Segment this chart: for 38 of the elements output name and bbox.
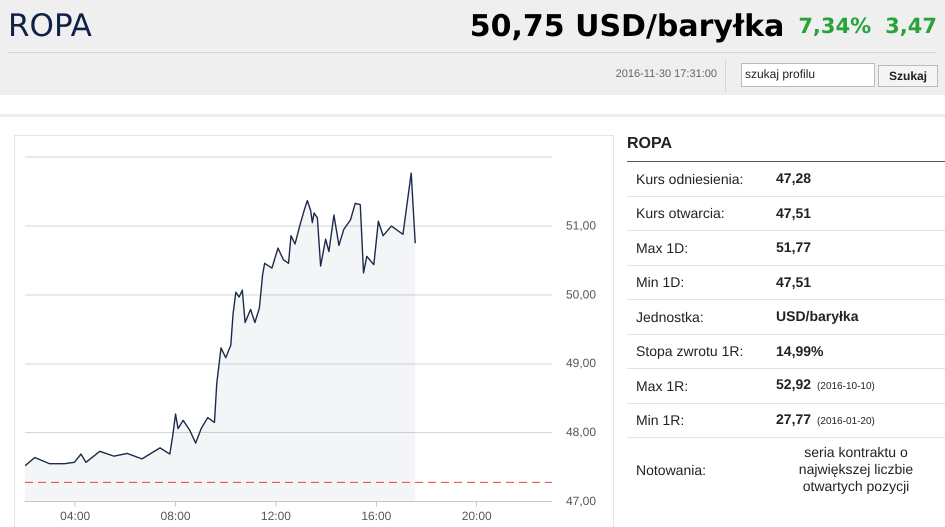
text: 2016-11-30 17:31:00 — [616, 68, 717, 80]
y-tick-label: 47,00 — [566, 494, 596, 508]
text: Kurs odniesienia: — [636, 170, 744, 187]
text: Max 1D: — [636, 240, 688, 256]
text: Notowania: — [636, 462, 706, 478]
text: 47,51 — [776, 274, 812, 290]
text: 27,77 — [776, 410, 812, 427]
x-tick-label: 20:00 — [462, 509, 492, 524]
y-tick-label: 49,00 — [566, 356, 596, 370]
x-tick-label: 04:00 — [60, 509, 91, 524]
text: USD/baryłka — [776, 308, 858, 324]
search-field: szukaj profilu — [741, 63, 875, 87]
text: 7,34% — [798, 14, 872, 38]
x-tick-label: 12:00 — [260, 509, 292, 524]
text: (2016-01-20) — [817, 416, 875, 427]
text: ROPA — [627, 135, 945, 162]
text: 47,51 — [776, 204, 812, 221]
text: 51,77 — [776, 239, 812, 256]
y-tick-label: 48,00 — [566, 425, 596, 440]
text: 14,99% — [776, 342, 824, 359]
text: 3,47 — [885, 14, 937, 38]
text: Jednostka: — [636, 308, 704, 325]
y-tick-label: 50,00 — [566, 287, 596, 302]
text: Min 1R: — [636, 412, 684, 428]
text: seria kontraktu o największej liczbie otwartych pozycji — [798, 444, 914, 494]
y-tick-label: 51,00 — [566, 218, 596, 232]
text: Max 1R: — [636, 378, 688, 394]
text: ROPA — [8, 8, 93, 44]
search-button: Szukaj — [878, 65, 938, 87]
text: 52,92 — [776, 376, 812, 392]
x-tick-label: 16:00 — [361, 509, 392, 524]
text: (2016-10-10) — [817, 381, 875, 392]
text: Min 1D: — [636, 274, 684, 290]
text: 47,28 — [776, 170, 812, 186]
x-tick-label: 08:00 — [160, 509, 191, 524]
text: Kurs otwarcia: — [636, 205, 725, 222]
text: 50,75 USD/baryłka — [470, 8, 784, 44]
text: Stopa zwrotu 1R: — [636, 343, 744, 360]
